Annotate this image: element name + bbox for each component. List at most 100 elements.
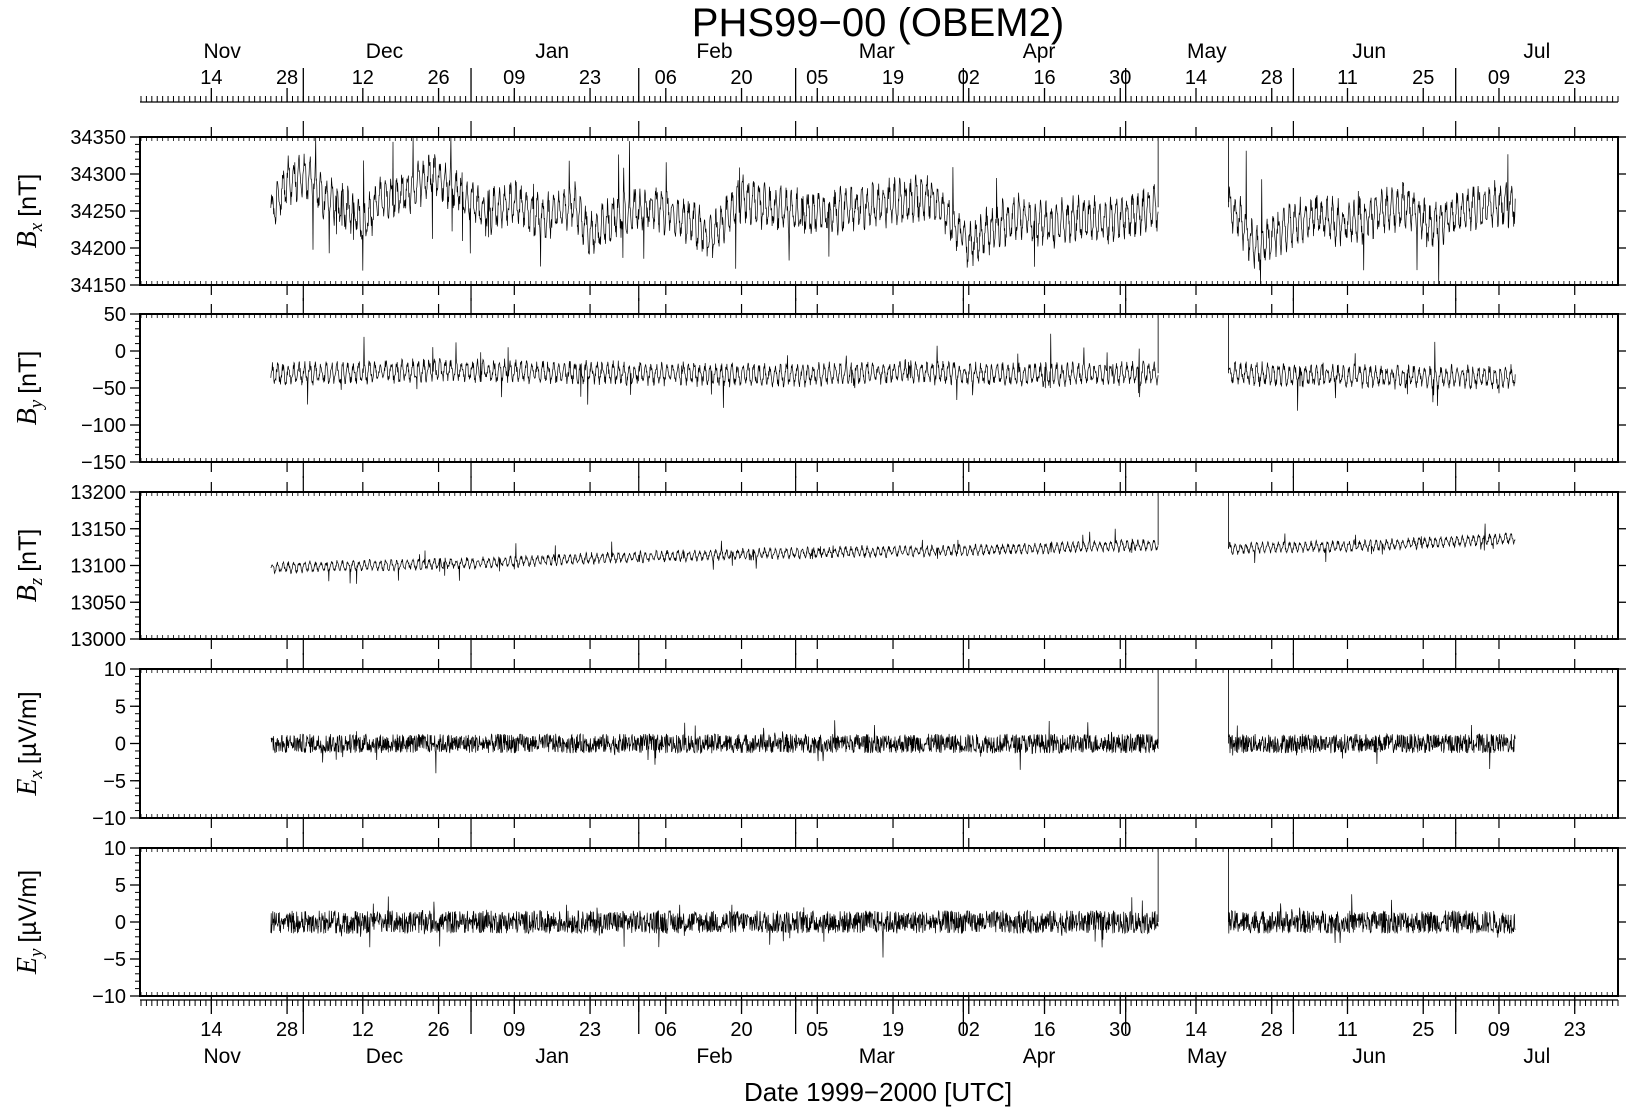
date-tick-label: 28: [1261, 67, 1283, 89]
date-tick-label: 23: [1564, 1019, 1586, 1041]
date-tick-label: 26: [427, 67, 449, 89]
month-label: Jul: [1523, 40, 1550, 63]
date-tick-label: 28: [276, 1019, 298, 1041]
y-axis-label: Bx [nT]: [12, 174, 47, 249]
date-tick-label: 12: [352, 1019, 374, 1041]
month-label: Jan: [535, 1045, 569, 1068]
series-line-By-part2: [1228, 341, 1516, 411]
date-tick-label: 05: [806, 67, 828, 89]
month-label: Nov: [203, 40, 241, 63]
y-axis-label: Ey [µV/m]: [12, 870, 47, 975]
date-tick-label: 16: [1033, 1019, 1055, 1041]
date-tick-label: 20: [730, 1019, 752, 1041]
y-tick-label: 0: [115, 734, 126, 756]
y-tick-label: −5: [103, 949, 126, 971]
date-tick-label: 23: [579, 67, 601, 89]
y-tick-label: 5: [115, 875, 126, 897]
month-label: Apr: [1023, 40, 1056, 63]
date-tick-label: 30: [1109, 1019, 1131, 1041]
date-tick-label: 09: [503, 1019, 525, 1041]
y-tick-label: −150: [81, 452, 126, 474]
series-line-Ex-part1: [270, 720, 1159, 774]
y-tick-label: 34200: [70, 238, 126, 260]
month-label: Dec: [366, 40, 403, 63]
y-label-variable: E: [12, 779, 43, 797]
date-tick-label: 02: [958, 67, 980, 89]
month-label: Dec: [366, 1045, 403, 1068]
date-tick-label: 02: [958, 1019, 980, 1041]
y-label-subscript: x: [26, 222, 47, 232]
panel-By: −150 −100 −50 0 50 By [nT]: [12, 298, 1626, 478]
y-tick-label: 0: [115, 341, 126, 363]
month-label: May: [1187, 40, 1227, 63]
date-tick-label: 12: [352, 67, 374, 89]
panel-Bx: 34150 34200 34250 34300 34350 Bx [nT]: [12, 121, 1626, 301]
y-tick-label: −10: [92, 808, 126, 830]
y-label-subscript: y: [26, 948, 47, 959]
month-label: Feb: [696, 1045, 732, 1068]
y-axis-label: By [nT]: [12, 351, 47, 426]
y-tick-label: 34250: [70, 201, 126, 223]
series-line-Bx-part1: [270, 136, 1159, 271]
date-tick-label: 19: [882, 1019, 904, 1041]
month-label: Jun: [1352, 1045, 1386, 1068]
y-tick-label: 13000: [70, 629, 126, 651]
date-tick-label: 20: [730, 67, 752, 89]
y-tick-label: 34300: [70, 164, 126, 186]
y-tick-label: −10: [92, 986, 126, 1008]
y-tick-label: 10: [104, 659, 126, 681]
panels: 3415034200342503430034350Bx[nT]−150−100−…: [12, 121, 1626, 1012]
y-tick-label: −50: [92, 378, 126, 400]
date-tick-label: 14: [200, 1019, 222, 1041]
series-line-Bz-part1: [270, 528, 1159, 584]
y-tick-label: 34350: [70, 127, 126, 149]
y-label-unit: [µV/m]: [14, 870, 42, 943]
y-axis-label: Bz [nT]: [12, 529, 47, 603]
y-tick-label: 50: [104, 304, 126, 326]
y-tick-label: 13150: [70, 519, 126, 541]
y-tick-label: −100: [81, 415, 126, 437]
y-tick-label: 5: [115, 696, 126, 718]
y-tick-label: 13100: [70, 556, 126, 578]
x-axis-title: Date 1999−2000 [UTC]: [744, 1077, 1012, 1107]
y-axis-label: Ex [µV/m]: [12, 691, 47, 796]
date-tick-label: 11: [1337, 1019, 1358, 1041]
series-line-By-part1: [270, 333, 1159, 408]
chart-title: PHS99−00 (OBEM2): [692, 1, 1064, 45]
date-tick-label: 28: [1261, 1019, 1283, 1041]
date-tick-label: 23: [1564, 67, 1586, 89]
y-label-variable: E: [12, 957, 43, 975]
series-line-Ey-part1: [270, 896, 1159, 958]
series-line-Ex-part2: [1228, 724, 1516, 770]
date-tick-label: 26: [427, 1019, 449, 1041]
date-tick-label: 14: [200, 67, 222, 89]
y-label-unit: [µV/m]: [14, 691, 42, 764]
y-label-variable: B: [12, 231, 43, 248]
y-label-subscript: x: [26, 770, 47, 780]
date-tick-label: 06: [655, 67, 677, 89]
y-label-unit: [nT]: [14, 174, 42, 217]
month-label: Mar: [859, 40, 895, 63]
date-tick-label: 25: [1412, 1019, 1434, 1041]
y-tick-label: −5: [103, 771, 126, 793]
date-tick-label: 28: [276, 67, 298, 89]
month-label: Mar: [859, 1045, 895, 1068]
date-tick-label: 16: [1033, 67, 1055, 89]
date-tick-label: 09: [1488, 1019, 1510, 1041]
month-label: Jun: [1352, 40, 1386, 63]
date-tick-label: 09: [1488, 67, 1510, 89]
date-tick-label: 23: [579, 1019, 601, 1041]
panel-Ey: −10 −5 0 5 10 Ey [µV/m]: [12, 832, 1626, 1012]
month-label: Jan: [535, 40, 569, 63]
panel-Ex: −10 −5 0 5 10 Ex [µV/m]: [12, 653, 1626, 834]
y-tick-label: 10: [104, 838, 126, 860]
date-tick-label: 30: [1109, 67, 1131, 89]
y-tick-label: 34150: [70, 275, 126, 297]
month-label: Apr: [1023, 1045, 1056, 1068]
y-tick-label: 13200: [70, 482, 126, 504]
date-tick-label: 19: [882, 67, 904, 89]
y-label-unit: [nT]: [14, 529, 42, 572]
top-date-axis: 14 28 12 26 09 23 06 20 05 19 02 16 30 14 28 11 25 09 23 No…: [140, 40, 1619, 103]
y-label-variable: B: [12, 585, 43, 602]
